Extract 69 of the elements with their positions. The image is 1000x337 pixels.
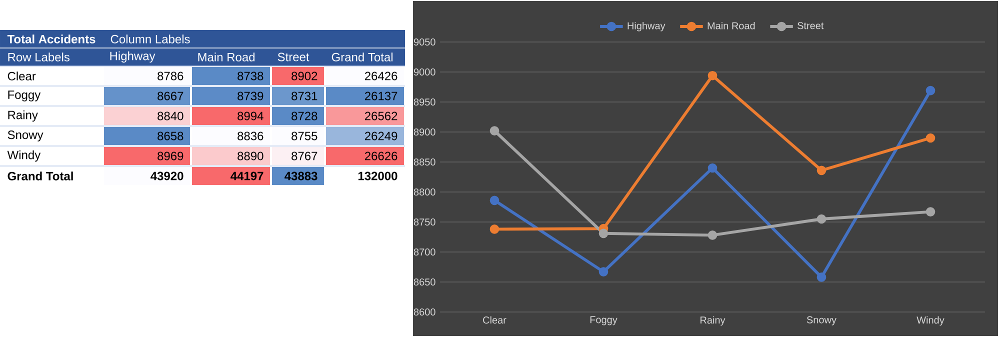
point <box>816 166 826 176</box>
x-tick-label: Street <box>278 52 310 62</box>
data-label: 8755 <box>292 132 318 140</box>
data-label: 8738 <box>238 72 264 80</box>
data-label: 43920 <box>150 172 184 180</box>
y-tick-label: Rainy <box>8 110 38 122</box>
data-label: 8767 <box>292 152 318 160</box>
point <box>490 196 500 206</box>
data-label: 8890 <box>238 152 264 160</box>
data-label: 26562 <box>364 112 398 120</box>
data-label: 26626 <box>364 152 398 160</box>
point <box>708 230 718 240</box>
data-label: 8667 <box>158 92 184 100</box>
point <box>926 133 936 143</box>
legend-label: Main Road <box>708 22 755 30</box>
point <box>598 228 608 238</box>
y-tick-label: 8750 <box>414 218 436 226</box>
y-tick-label: 8650 <box>414 278 436 286</box>
data-label: 8739 <box>238 92 264 100</box>
y-tick-label: 8700 <box>414 248 436 256</box>
data-label: 8994 <box>238 112 264 120</box>
data-label: 8840 <box>158 112 184 120</box>
y-tick-label: Grand Total <box>8 172 73 180</box>
x-tick-label: Snowy <box>806 316 836 326</box>
legend-label: Street <box>798 22 824 30</box>
x-tick-label: Clear <box>483 316 506 324</box>
point <box>490 224 500 234</box>
data-label: 43883 <box>284 172 318 180</box>
point <box>708 163 718 173</box>
y-tick-label: 9050 <box>414 38 436 46</box>
y-tick-label: Clear <box>8 72 36 80</box>
data-label: 44197 <box>230 172 264 180</box>
data-label: 8969 <box>158 152 184 160</box>
x-tick-label: Grand Total <box>332 52 392 62</box>
x-tick-label: Main Road <box>198 52 255 62</box>
x-tick-label: Rainy <box>700 316 726 326</box>
x-axis-title: Column Labels <box>110 34 190 44</box>
x-tick-label: Windy <box>916 316 944 326</box>
y-tick-label: Windy <box>7 150 41 162</box>
data-label: 8658 <box>158 132 184 140</box>
point <box>708 70 718 80</box>
y-tick-label: 9000 <box>414 68 436 76</box>
x-tick-label: Highway <box>110 51 156 63</box>
data-label: 132000 <box>358 172 398 180</box>
data-label: 8836 <box>238 132 264 140</box>
data-label: 26137 <box>364 92 398 100</box>
data-label: 8902 <box>292 72 318 80</box>
y-tick-label: 8900 <box>414 128 436 136</box>
data-label: 8786 <box>158 72 184 80</box>
data-label: 8731 <box>292 92 318 100</box>
legend-label: Highway <box>628 22 666 32</box>
point <box>816 214 826 224</box>
y-tick-label: 8850 <box>414 158 436 166</box>
point <box>926 207 936 216</box>
data-label: 26426 <box>364 72 398 80</box>
x-tick-label: Foggy <box>590 316 618 326</box>
y-tick-label: 8950 <box>414 98 436 106</box>
point <box>490 126 500 136</box>
point <box>926 86 936 96</box>
point <box>816 272 826 282</box>
y-tick-label: Foggy <box>8 90 41 102</box>
y-axis-title: Row Labels <box>8 52 70 62</box>
y-tick-label: 8600 <box>414 308 436 316</box>
chart-title: Total Accidents <box>7 34 96 44</box>
y-tick-label: 8800 <box>414 188 436 196</box>
y-tick-label: Snowy <box>8 130 44 142</box>
point <box>598 267 608 276</box>
data-label: 8728 <box>292 112 318 120</box>
data-label: 26249 <box>364 132 398 140</box>
